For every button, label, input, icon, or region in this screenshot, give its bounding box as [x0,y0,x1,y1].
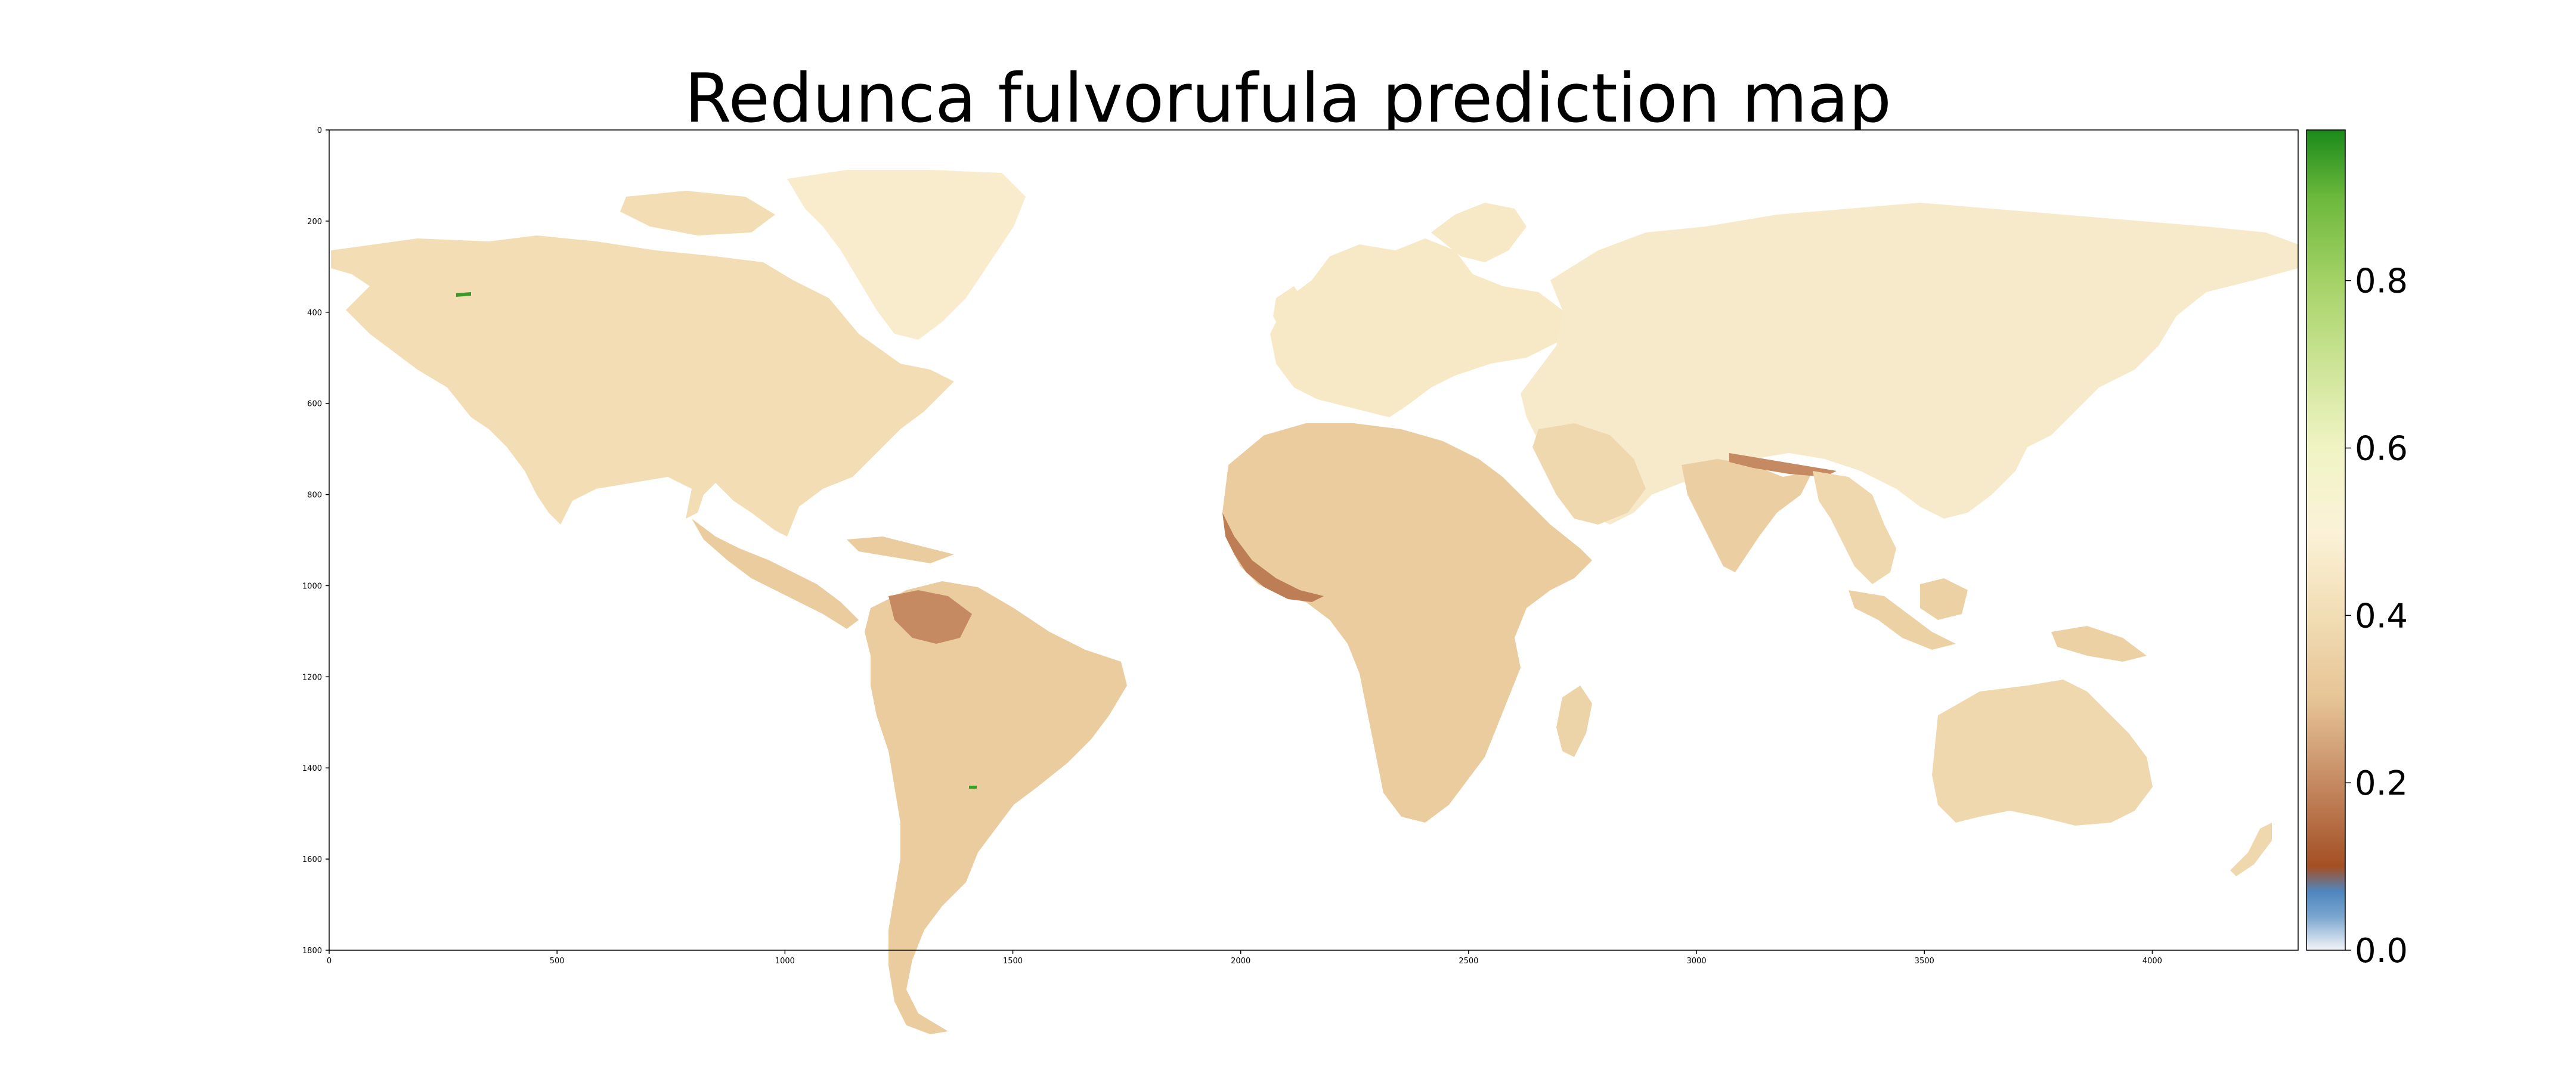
region-borneo [1920,578,1968,620]
y-axis: 0 200 400 600 800 1000 1200 1400 1600 1800 [302,126,329,956]
colorbar-tick-label: 0.0 [2355,932,2408,970]
y-tick-label: 0 [317,126,322,135]
x-tick-label: 3000 [1687,957,1707,966]
y-tick-label: 1000 [302,582,322,591]
y-tick-label: 800 [307,491,322,500]
x-tick-label: 0 [327,957,332,966]
x-tick-label: 4000 [2142,957,2162,966]
colorbar [2306,129,2346,951]
x-tick-label: 2500 [1459,957,1478,966]
land-layer [331,170,2298,1034]
region-new-zealand [2230,823,2272,876]
region-himalaya [1729,453,1837,477]
x-tick-label: 1500 [1003,957,1023,966]
region-asia [1521,203,2298,525]
y-tick-label: 1400 [302,764,322,773]
region-africa [1222,423,1592,823]
region-andes-amazon [888,590,972,644]
colorbar-tick-label: 0.4 [2355,597,2408,635]
colorbar-tick-label: 0.2 [2355,764,2408,803]
region-arctic-islands [620,191,775,235]
region-greenland [787,170,1026,340]
x-tick-label: 2000 [1231,957,1250,966]
region-india [1682,459,1813,572]
region-europe [1270,238,1574,417]
x-tick-label: 1000 [775,957,795,966]
region-central-america [692,519,859,629]
region-west-africa-coast [1222,513,1324,602]
region-alaska-hotspot [456,292,471,297]
map-frame [329,129,2299,951]
region-south-america [865,581,1127,1034]
region-southeast-asia [1813,471,1896,584]
y-tick-label: 1600 [302,855,322,864]
region-north-america [331,235,954,536]
y-tick-label: 400 [307,309,322,318]
region-australia [1932,680,2153,826]
y-tick-label: 1200 [302,673,322,682]
x-tick-label: 3500 [1915,957,1934,966]
colorbar-tick-label: 0.8 [2355,262,2408,301]
y-tick-label: 600 [307,400,322,409]
region-japan [2015,322,2057,393]
x-axis: 0 500 1000 1500 2000 2500 3000 3500 4000 [327,950,2162,966]
y-tick-label: 1800 [302,947,322,956]
y-tick-label: 200 [307,218,322,227]
region-madagascar [1556,686,1592,757]
region-indonesia [1849,590,1956,650]
region-uk [1273,286,1306,334]
colorbar-axis: 0.0 0.2 0.4 0.6 0.8 [2345,262,2408,970]
colorbar-tick-label: 0.6 [2355,430,2408,469]
region-new-guinea [2051,626,2147,662]
region-caribbean [847,536,954,563]
region-arabia [1532,423,1646,525]
x-tick-label: 500 [550,957,565,966]
map-title: Redunca fulvorufula prediction map [685,59,1891,138]
region-scandinavia [1431,203,1527,262]
region-paraguay-hotspot [969,786,977,789]
